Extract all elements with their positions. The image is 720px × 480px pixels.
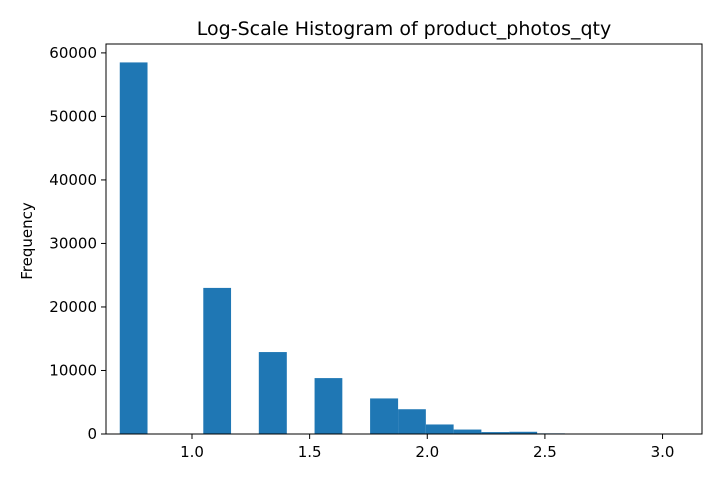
y-tick-label: 50000	[49, 107, 97, 125]
histogram-bar-11	[425, 424, 454, 434]
plot-frame	[105, 43, 703, 435]
histogram-bar-9	[370, 398, 399, 434]
y-tick-label: 20000	[49, 298, 97, 316]
x-tick-label: 2.5	[533, 443, 557, 461]
histogram-bar-12	[453, 429, 482, 434]
x-tick-label: 2.0	[415, 443, 439, 461]
histogram-bar-3	[203, 287, 232, 434]
histogram-bar-14	[509, 431, 538, 434]
histogram-bar-7	[314, 378, 343, 434]
histogram-bar-5	[258, 352, 287, 434]
x-tick-label: 1.5	[298, 443, 322, 461]
y-tick-label: 10000	[49, 361, 97, 379]
histogram-bar-13	[481, 432, 510, 434]
y-tick-label: 0	[87, 425, 97, 443]
y-tick-label: 40000	[49, 171, 97, 189]
y-ticks-group: 0 10000 20000 30000 40000 50000 60000	[49, 44, 106, 443]
x-ticks-group: 1.0 1.5 2.0 2.5 3.0	[180, 434, 674, 461]
y-axis-label: Frequency	[18, 202, 36, 280]
bars-group	[119, 62, 677, 435]
x-tick-label: 1.0	[180, 443, 204, 461]
histogram-bar-0	[119, 62, 148, 435]
histogram-bar-10	[398, 409, 426, 434]
y-tick-label: 60000	[49, 44, 97, 62]
chart-title: Log-Scale Histogram of product_photos_qt…	[197, 18, 611, 40]
x-tick-label: 3.0	[651, 443, 675, 461]
y-tick-label: 30000	[49, 234, 97, 252]
